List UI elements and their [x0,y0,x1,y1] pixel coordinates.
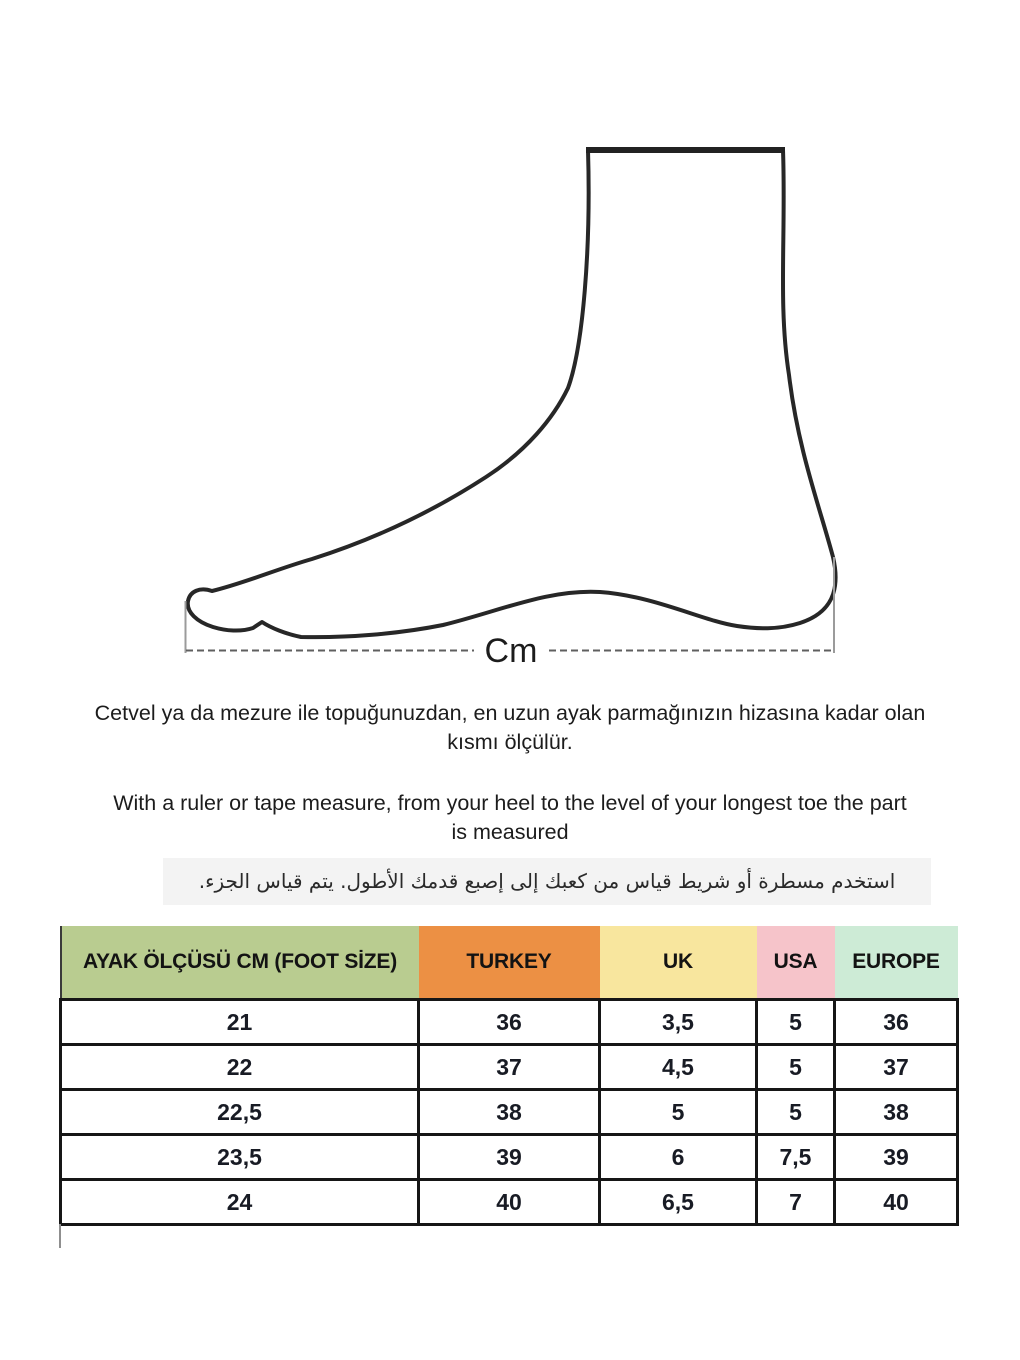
size-table-row: 22 37 4,5 5 37 [59,1043,959,1091]
size-table-cell: 39 [417,1133,601,1181]
size-table-cell: 5 [755,1043,836,1091]
size-table-cell: 39 [833,1133,959,1181]
size-table-cell: 38 [833,1088,959,1136]
size-table-cell: 5 [755,1088,836,1136]
size-table-row: 24 40 6,5 7 40 [59,1178,959,1226]
size-table-row: 22,5 38 5 5 38 [59,1088,959,1136]
size-table-cell: 24 [59,1178,420,1226]
foot-measurement-figure: Cm [150,130,860,675]
size-table-cell: 23,5 [59,1133,420,1181]
size-table-cell: 6 [598,1133,758,1181]
size-table-cell: 37 [417,1043,601,1091]
table-left-border-tail [59,1224,61,1248]
size-table-cell: 3,5 [598,998,758,1046]
size-table-cell: 38 [417,1088,601,1136]
size-table-cell: 22,5 [59,1088,420,1136]
size-table-body: 21 36 3,5 5 36 22 37 4,5 5 37 22,5 38 5 5 38 23,5 39 6 7,5… [59,998,959,1226]
size-table-cell: 4,5 [598,1043,758,1091]
size-table-column-header: AYAK ÖLÇÜSÜ CM (FOOT SİZE) [60,926,419,1000]
foot-outline-path [185,148,838,640]
cm-label: Cm [485,632,538,670]
size-table-row: 23,5 39 6 7,5 39 [59,1133,959,1181]
size-table-column-header: USA [756,926,835,1000]
size-table-header-row: AYAK ÖLÇÜSÜ CM (FOOT SİZE) TURKEY UK USA EUR… [60,926,958,1000]
size-table-cell: 21 [59,998,420,1046]
foot-diagram-svg: Cm [184,147,838,670]
size-table-column-header: EUROPE [834,926,958,1000]
instruction-arabic-box: استخدم مسطرة أو شريط قياس من كعبك إلى إص… [163,858,931,905]
size-table-cell: 5 [755,998,836,1046]
size-table-cell: 36 [417,998,601,1046]
size-table-column-header: UK [599,926,757,1000]
instruction-turkish: Cetvel ya da mezure ile topuğunuzdan, en… [94,701,926,754]
size-table-cell: 5 [598,1088,758,1136]
size-conversion-table: AYAK ÖLÇÜSÜ CM (FOOT SİZE) TURKEY UK USA EUR… [59,926,959,1226]
size-table-cell: 22 [59,1043,420,1091]
size-table-cell: 37 [833,1043,959,1091]
size-table-row: 21 36 3,5 5 36 [59,998,959,1046]
instruction-arabic: استخدم مسطرة أو شريط قياس من كعبك إلى إص… [198,869,896,893]
size-table-cell: 7 [755,1178,836,1226]
size-table-cell: 6,5 [598,1178,758,1226]
size-table-cell: 7,5 [755,1133,836,1181]
size-table-cell: 40 [417,1178,601,1226]
size-table-column-header: TURKEY [418,926,600,1000]
size-table-cell: 40 [833,1178,959,1226]
size-table-cell: 36 [833,998,959,1046]
instruction-english: With a ruler or tape measure, from your … [113,791,907,844]
